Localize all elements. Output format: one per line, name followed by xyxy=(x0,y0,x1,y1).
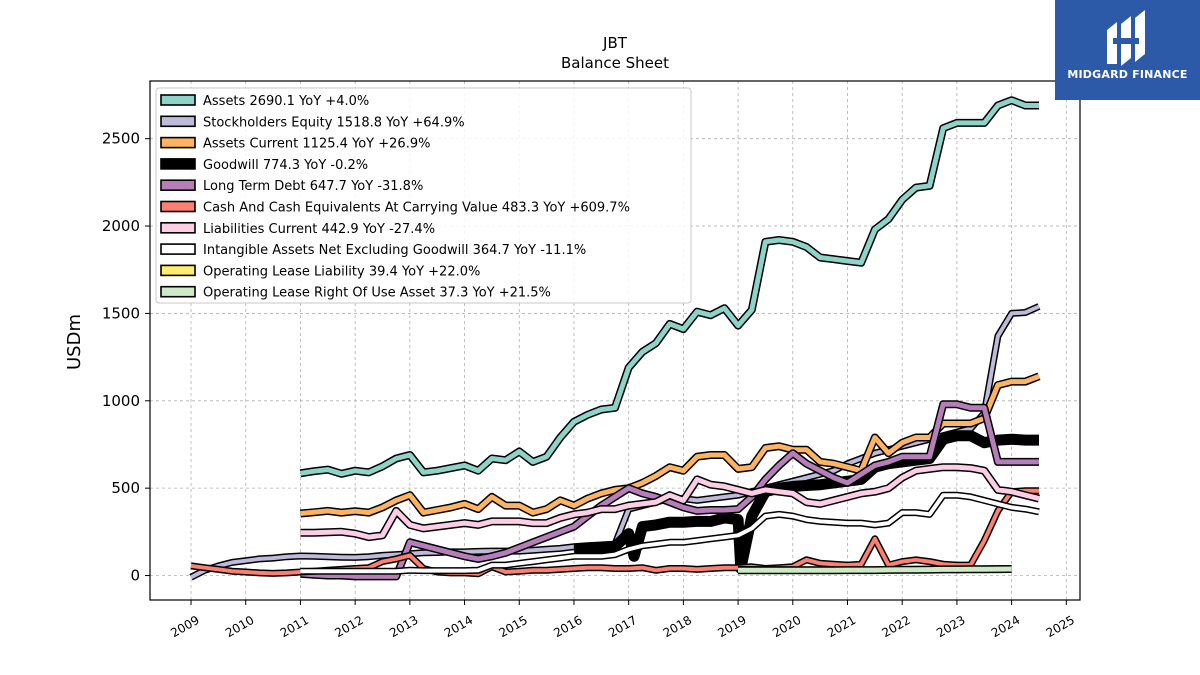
legend-entry-label: Assets 2690.1 YoY +4.0% xyxy=(203,94,369,109)
y-tick-label: 500 xyxy=(111,479,140,497)
series-line-4 xyxy=(300,401,1039,579)
legend-swatch xyxy=(160,243,196,255)
legend-entry-label: Operating Lease Right Of Use Asset 37.3 … xyxy=(203,286,551,301)
legend-entry-label: Goodwill 774.3 YoY -0.2% xyxy=(203,158,368,173)
series-line-0 xyxy=(300,97,1039,477)
y-tick-label: 2500 xyxy=(102,130,140,148)
legend-swatch xyxy=(160,136,196,149)
x-tick-label: 2013 xyxy=(387,613,420,640)
x-tick-label: 2023 xyxy=(934,613,967,640)
x-tick-label: 2017 xyxy=(606,613,639,640)
x-tick-label: 2015 xyxy=(497,613,530,640)
x-tick-label: 2025 xyxy=(1044,613,1077,640)
series-line-6 xyxy=(300,464,1040,540)
x-tick-label: 2010 xyxy=(223,613,256,640)
series-line-9 xyxy=(738,566,1012,573)
series-lines xyxy=(189,96,1041,581)
y-tick-label: 1500 xyxy=(102,304,140,322)
x-tick-label: 2018 xyxy=(661,613,694,640)
y-tick-label: 1000 xyxy=(102,392,140,410)
legend-entry-label: Cash And Cash Equivalents At Carrying Va… xyxy=(203,201,630,216)
midgard-finance-logo: MIDGARD FINANCE xyxy=(1055,0,1200,100)
legend-entry-label: Operating Lease Liability 39.4 YoY +22.0… xyxy=(203,264,480,279)
y-axis-label: USDm xyxy=(64,314,85,370)
x-tick-label: 2024 xyxy=(989,613,1022,640)
x-tick-label: 2014 xyxy=(442,613,475,640)
y-tick-label: 0 xyxy=(130,567,140,585)
series-line-2 xyxy=(300,373,1040,516)
legend-swatch xyxy=(160,179,196,191)
legend-entry-label: Stockholders Equity 1518.8 YoY +64.9% xyxy=(203,115,465,130)
x-tick-label: 2009 xyxy=(168,613,201,640)
legend-swatch xyxy=(160,94,196,106)
legend-swatch xyxy=(160,285,196,298)
legend-swatch xyxy=(160,222,196,234)
legend-swatch xyxy=(160,158,196,170)
legend-entry-label: Long Term Debt 647.7 YoY -31.8% xyxy=(203,179,423,194)
x-tick-label: 2021 xyxy=(825,613,858,640)
legend-swatch xyxy=(160,115,196,128)
legend-entry-label: Assets Current 1125.4 YoY +26.9% xyxy=(203,137,430,152)
x-tick-label: 2016 xyxy=(551,613,584,640)
brand-name: MIDGARD FINANCE xyxy=(1067,68,1188,81)
plot-frame xyxy=(149,80,1081,601)
legend-box xyxy=(155,87,692,304)
x-tick-label: 2022 xyxy=(879,613,912,640)
y-tick-label: 2000 xyxy=(102,217,140,235)
chart-subtitle: Balance Sheet xyxy=(561,54,669,72)
legend-swatch xyxy=(160,200,196,213)
midgard-logo-icon xyxy=(1107,10,1145,66)
series-outline-3 xyxy=(573,430,1039,574)
x-tick-label: 2012 xyxy=(332,613,365,640)
chart-title: JBT xyxy=(602,34,628,52)
x-tick-label: 2020 xyxy=(770,613,803,640)
legend-entry-label: Liabilities Current 442.9 YoY -27.4% xyxy=(203,222,435,237)
x-tick-label: 2011 xyxy=(278,613,311,640)
legend-entry-label: Intangible Assets Net Excluding Goodwill… xyxy=(203,243,586,258)
legend-swatch xyxy=(160,264,196,277)
x-tick-label: 2019 xyxy=(715,613,748,640)
legend: Assets 2690.1 YoY +4.0% Stockholders Equi… xyxy=(155,87,692,304)
series-line-7 xyxy=(300,493,1040,574)
